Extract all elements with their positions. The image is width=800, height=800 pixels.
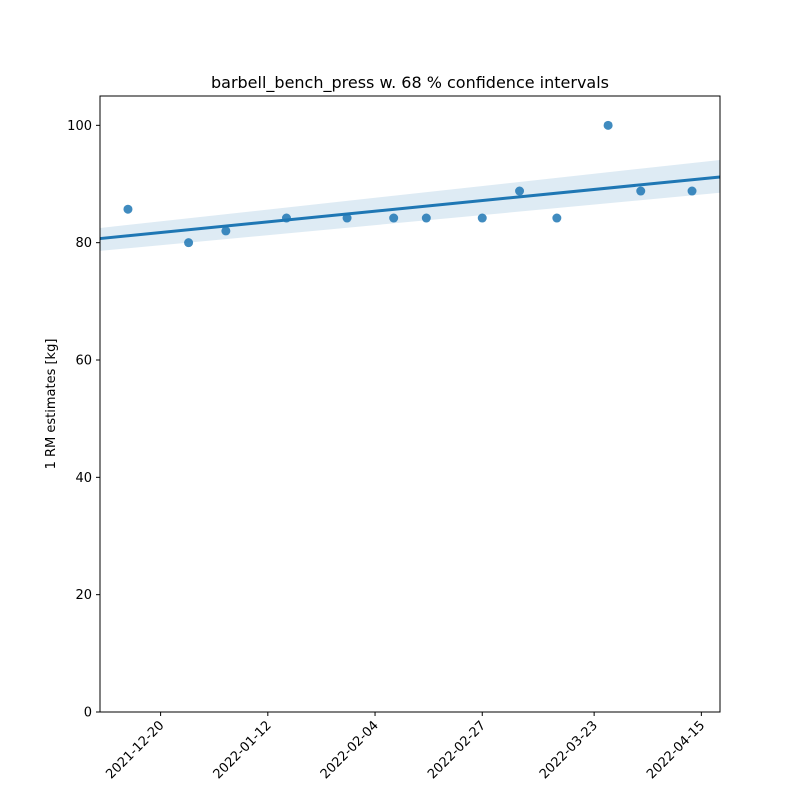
y-tick-label: 0 (84, 706, 92, 721)
y-tick-label: 80 (75, 236, 92, 251)
y-tick-label: 40 (75, 471, 92, 486)
regression-line (99, 175, 721, 241)
data-point (636, 186, 646, 196)
data-point (123, 204, 133, 214)
data-point (184, 238, 194, 248)
data-point (552, 213, 562, 223)
y-tick-label: 100 (67, 119, 92, 134)
confidence-band (100, 159, 720, 251)
data-point (477, 213, 487, 223)
data-point (687, 186, 697, 196)
y-tick-label: 20 (75, 588, 92, 603)
data-point (281, 213, 291, 223)
y-axis-label: 1 RM estimates [kg] (44, 339, 59, 470)
data-point (389, 213, 399, 223)
x-tick-label: 2021-12-20 (103, 718, 167, 782)
x-tick-label: 2022-04-15 (644, 718, 708, 782)
plot-frame (99, 95, 721, 713)
data-point (221, 226, 231, 236)
data-point (342, 213, 352, 223)
x-tick-label: 2022-03-23 (537, 718, 601, 782)
x-tick-label: 2022-02-27 (425, 718, 489, 782)
data-point (421, 213, 431, 223)
x-tick-label: 2022-01-12 (211, 718, 275, 782)
data-point (603, 120, 613, 130)
data-point (515, 186, 525, 196)
y-tick-label: 60 (75, 354, 92, 369)
chart-title: barbell_bench_press w. 68 % confidence i… (211, 73, 609, 93)
x-tick-label: 2022-02-04 (318, 718, 382, 782)
